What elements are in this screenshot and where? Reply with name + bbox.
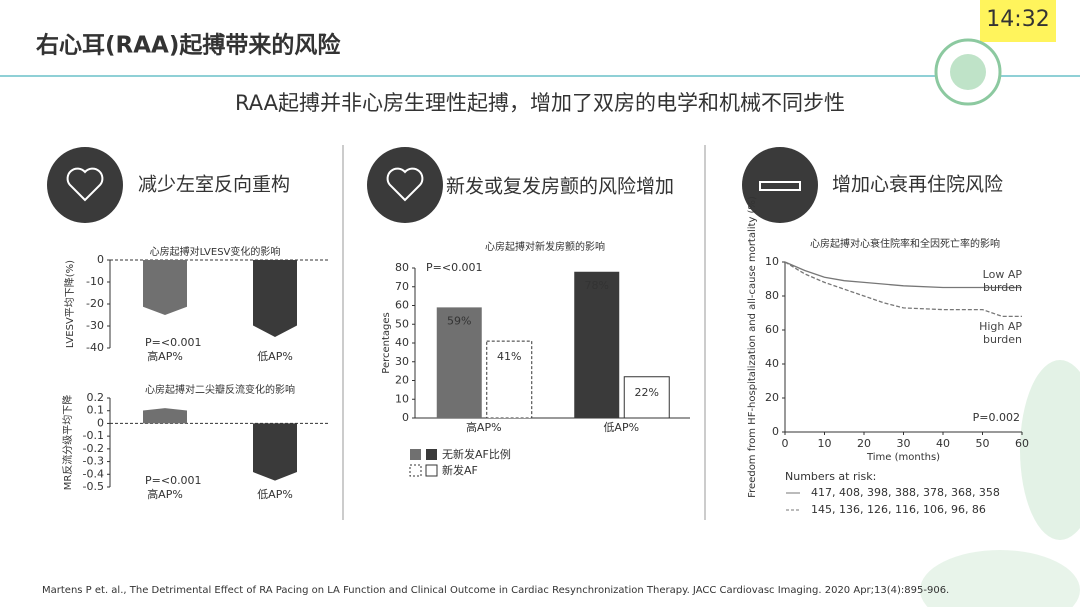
chart-title: 心房起搏对LVESV变化的影响 (150, 245, 281, 258)
panel-heading: 减少左室反向重构 (138, 174, 290, 196)
y-tick-label: 20 (395, 374, 409, 387)
subtitle: RAA起搏并非心房生理性起搏，增加了双房的电学和机械不同步性 (235, 91, 845, 115)
y-tick-label: 80 (765, 289, 779, 302)
icon-bed (742, 147, 818, 223)
chart-title: 心房起搏对新发房颤的影响 (485, 240, 605, 253)
km-line (784, 261, 1022, 289)
y-tick-label: -0.2 (83, 442, 104, 455)
icon-glyph (386, 167, 424, 202)
y-axis-label: MR反流分级平均下降 (61, 395, 74, 491)
y-tick-label: 40 (765, 357, 779, 370)
y-axis-label: LVESV平均下降(%) (63, 260, 76, 348)
x-tick-label: 低AP% (603, 421, 639, 434)
y-tick-label: 20 (765, 391, 779, 404)
bar (143, 408, 187, 424)
bar (486, 340, 533, 419)
annotation: P=<0.001 (145, 474, 202, 487)
y-axis-label: Freedom from HF-hospitalization and all-… (747, 196, 758, 498)
clock: 14:32 (986, 7, 1049, 32)
annotation: P=<0.001 (145, 336, 202, 349)
y-tick-label: 70 (395, 280, 409, 293)
chart-title: 心房起搏对二尖瓣反流变化的影响 (145, 383, 295, 396)
y-tick-label: 80 (395, 261, 409, 274)
risk-row: 417, 408, 398, 388, 378, 368, 358 (811, 486, 1000, 499)
y-axis-label: Percentages (381, 312, 392, 373)
y-tick-label: 30 (395, 355, 409, 368)
legend-swatch (425, 464, 438, 477)
y-tick-label: 50 (395, 317, 409, 330)
y-tick-label: -10 (86, 275, 104, 288)
y-tick-label: -0.4 (83, 467, 104, 480)
x-tick-label: 低AP% (257, 350, 293, 363)
x-axis-label: Time (months) (866, 452, 940, 463)
x-tick-label: 0 (782, 437, 789, 450)
value-label: 41% (497, 350, 521, 363)
x-tick-label: 高AP% (466, 420, 502, 434)
risk-title: Numbers at risk: (785, 470, 876, 483)
bar (253, 423, 297, 481)
y-tick-label: -0.3 (83, 455, 104, 468)
y-tick-label: -0.1 (83, 429, 104, 442)
bar (143, 260, 187, 315)
bar (436, 307, 482, 418)
footnote: Martens P et. al., The Detrimental Effec… (42, 585, 949, 596)
y-tick-label: -20 (86, 297, 104, 310)
x-tick-label: 40 (936, 437, 950, 450)
value-label: 59% (447, 314, 471, 327)
icon-heart (47, 147, 123, 223)
x-tick-label: 高AP% (147, 487, 183, 501)
x-tick-label: 50 (976, 437, 990, 450)
y-tick-label: -0.5 (83, 480, 104, 493)
chart-title: 心房起搏对心衰住院率和全因死亡率的影响 (810, 237, 1000, 250)
y-tick-label: 10 (765, 255, 779, 268)
y-tick-label: 10 (395, 392, 409, 405)
y-tick-label: 0 (402, 411, 409, 424)
y-tick-label: 0 (772, 425, 779, 438)
legend-label: 无新发AF比例 (442, 447, 511, 461)
legend-label: 新发AF (442, 463, 478, 477)
y-tick-label: 0.2 (87, 391, 105, 404)
y-tick-label: 0 (97, 253, 104, 266)
annotation: P=<0.001 (426, 261, 483, 274)
y-tick-label: 40 (395, 336, 409, 349)
y-tick-label: -30 (86, 319, 104, 332)
panel-heading: 新发或复发房颤的风险增加 (446, 176, 674, 198)
y-tick-label: 0 (97, 416, 104, 429)
slide-title: 右心耳(RAA)起搏带来的风险 (36, 32, 341, 59)
y-tick-label: 0.1 (87, 404, 105, 417)
clock-box (980, 0, 1056, 42)
legend-swatch (410, 449, 421, 460)
risk-row: 145, 136, 126, 116, 106, 96, 86 (811, 503, 986, 516)
x-tick-label: 低AP% (257, 488, 293, 501)
bar (574, 271, 620, 418)
annotation: P=0.002 (973, 411, 1020, 424)
panel-heading: 增加心衰再住院风险 (832, 174, 1003, 196)
value-label: 78% (585, 279, 609, 292)
icon-glyph (66, 167, 104, 202)
decor-leaf (920, 550, 1080, 607)
km-line (784, 261, 1022, 318)
decor-leaf (1020, 360, 1080, 540)
logo-tree (950, 54, 986, 90)
x-tick-label: 60 (1015, 437, 1029, 450)
value-label: 22% (635, 386, 659, 399)
y-tick-label: 60 (765, 323, 779, 336)
x-tick-label: 30 (897, 437, 911, 450)
icon-heart-wave (367, 147, 443, 223)
legend-swatch (409, 464, 422, 477)
bar (253, 260, 297, 337)
bar (623, 376, 670, 419)
icon-glyph (759, 181, 801, 191)
legend-swatch (426, 449, 437, 460)
y-tick-label: -40 (86, 341, 104, 354)
series-label: Low AP burden (982, 267, 1022, 294)
series-label: High AP burden (979, 320, 1022, 347)
x-tick-label: 10 (818, 437, 832, 450)
y-tick-label: 60 (395, 299, 409, 312)
x-tick-label: 20 (857, 437, 871, 450)
x-tick-label: 高AP% (147, 349, 183, 363)
